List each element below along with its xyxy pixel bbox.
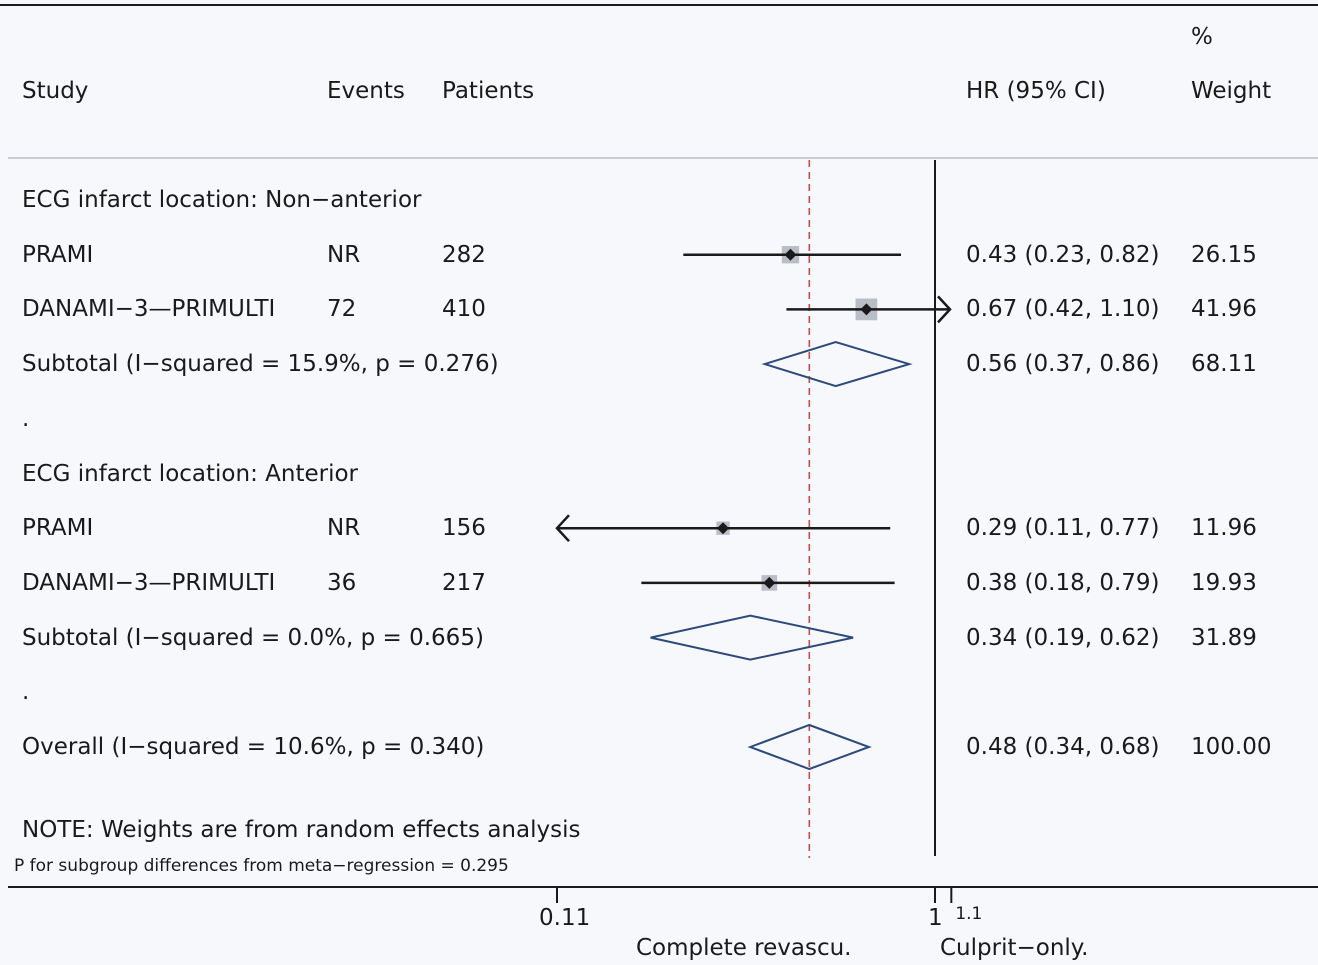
x-label-right: Culprit−only.: [940, 935, 1089, 961]
header-events: Events: [327, 78, 405, 104]
header-hr: HR (95% CI): [966, 78, 1106, 104]
point-estimate: [860, 303, 873, 316]
hr-ci-text: 0.43 (0.23, 0.82): [966, 241, 1160, 268]
point-estimate: [717, 522, 730, 535]
weight-text: 68.11: [1191, 351, 1257, 378]
study-events: 36: [327, 569, 357, 596]
group-label: ECG infarct location: Anterior: [22, 460, 358, 487]
subtotal-diamond: [761, 341, 913, 388]
footnote-text: P for subgroup differences from meta−reg…: [14, 856, 509, 876]
hr-ci-text: 0.48 (0.34, 0.68): [966, 734, 1160, 760]
group-label: ECG infarct location: Non−anterior: [22, 187, 422, 213]
weight-text: 26.15: [1191, 241, 1257, 268]
subtotal-diamond: [650, 614, 854, 661]
weight-text: 19.93: [1191, 569, 1257, 596]
header-weight: Weight: [1191, 78, 1272, 104]
spacer-dot: .: [22, 679, 30, 706]
overall-label: Overall (I−squared = 10.6%, p = 0.340): [22, 734, 485, 760]
x-tick-label: 0.11: [539, 905, 591, 931]
study-patients: 217: [442, 569, 486, 596]
subtotal-label: Subtotal (I−squared = 0.0%, p = 0.665): [22, 624, 484, 651]
header-patients: Patients: [442, 78, 535, 104]
hr-ci-text: 0.67 (0.42, 1.10): [966, 296, 1160, 323]
ci-arrow-right: [937, 295, 952, 324]
study-name: PRAMI: [22, 241, 94, 268]
hr-ci-text: 0.29 (0.11, 0.77): [966, 515, 1160, 542]
x-tick-label: 1.1: [955, 904, 983, 924]
study-name: DANAMI−3—PRIMULTI: [22, 296, 276, 323]
weight-text: 11.96: [1191, 515, 1257, 542]
study-name: DANAMI−3—PRIMULTI: [22, 569, 276, 596]
header-study: Study: [22, 78, 89, 104]
study-events: NR: [327, 515, 361, 542]
study-events: 72: [327, 296, 357, 323]
hr-ci-text: 0.38 (0.18, 0.79): [966, 569, 1160, 596]
study-patients: 282: [442, 241, 486, 268]
ci-arrow-left: [555, 514, 570, 543]
weight-text: 41.96: [1191, 296, 1257, 323]
hr-ci-text: 0.56 (0.37, 0.86): [966, 351, 1160, 378]
subtotal-label: Subtotal (I−squared = 15.9%, p = 0.276): [22, 351, 499, 378]
study-patients: 410: [442, 296, 486, 323]
study-patients: 156: [442, 515, 486, 542]
point-estimate: [784, 248, 797, 261]
weight-text: 100.00: [1191, 734, 1272, 760]
header-weight-percent: %: [1191, 24, 1213, 50]
spacer-dot: .: [22, 405, 30, 432]
weight-text: 31.89: [1191, 624, 1257, 651]
x-tick-label: 1: [928, 905, 943, 931]
hr-ci-text: 0.34 (0.19, 0.62): [966, 624, 1160, 651]
study-name: PRAMI: [22, 515, 94, 542]
overall-diamond: [747, 723, 872, 771]
study-events: NR: [327, 241, 361, 268]
x-label-left: Complete revascu.: [636, 935, 852, 961]
point-estimate: [763, 576, 776, 589]
note-text: NOTE: Weights are from random effects an…: [22, 817, 581, 843]
